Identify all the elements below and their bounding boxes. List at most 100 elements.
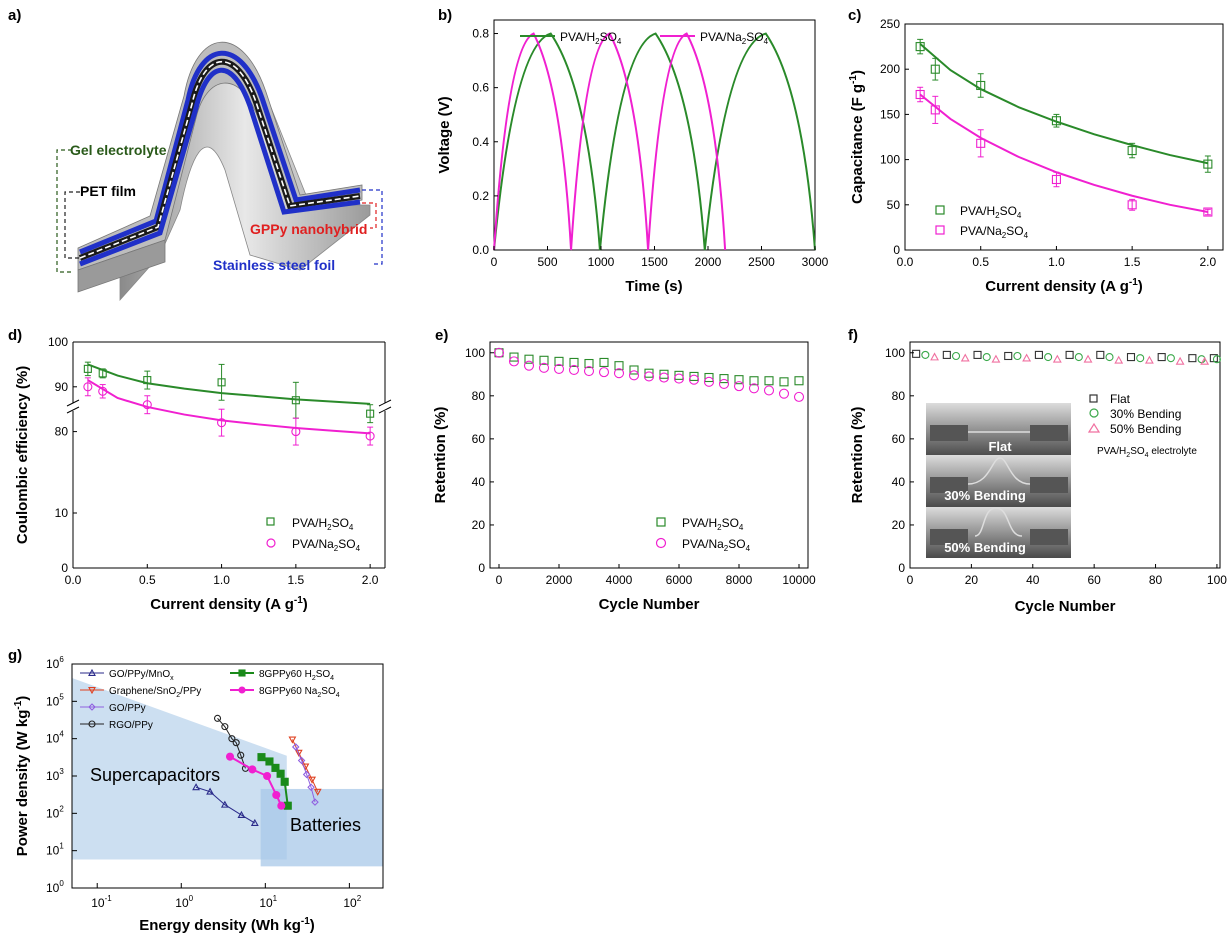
panel-f-label: f)	[848, 327, 858, 344]
data-point-na2so4	[508, 356, 520, 367]
data-point-h2so4	[291, 396, 300, 405]
data-point-na2so4	[523, 360, 535, 371]
data-point-na2so4	[915, 89, 925, 100]
legend-marker-go-ppy	[88, 703, 96, 711]
device-base	[77, 239, 166, 293]
legend-f-bend30: 30% Bending	[1110, 407, 1181, 421]
data-point-na2so4	[718, 378, 730, 390]
pet-film-label: PET film	[80, 183, 136, 199]
d-ytick-label: 10	[55, 506, 69, 520]
e-xtick-label: 6000	[666, 573, 693, 587]
device-gel-layer	[79, 61, 361, 259]
data-point-bend30	[1044, 353, 1053, 362]
data-point-na2so4	[493, 347, 505, 358]
panel-c-marks	[915, 38, 1213, 217]
g-ytick-label: 101	[46, 842, 64, 858]
panel-c-ylabel: Capacitance (F g-1)	[848, 70, 866, 204]
data-point-flat	[1034, 350, 1043, 359]
panel-d-ticks: 0.0 0.5 1.0 1.5 2.0 0 10 80 90 100	[48, 335, 379, 587]
panel-b-marks	[493, 32, 816, 251]
f-xtick-label: 0	[907, 573, 914, 587]
gel-electrolyte-label: Gel electrolyte	[70, 142, 167, 158]
data-point-na2so4	[763, 385, 775, 396]
f-xtick-label: 100	[1207, 573, 1227, 587]
data-point-bend30	[1166, 354, 1175, 363]
e-xtick-label: 8000	[726, 573, 753, 587]
legend-f-bend50: 50% Bending	[1110, 422, 1181, 436]
data-point-gppy-h2so4	[265, 757, 274, 766]
e-ytick-label: 20	[472, 518, 486, 532]
d-xtick-label: 1.5	[288, 573, 305, 587]
e-ytick-label: 80	[472, 389, 486, 403]
legend-marker-d-na2so4	[266, 538, 276, 548]
c-ytick-label: 50	[887, 198, 901, 212]
data-point-gppy-na2so4	[263, 771, 272, 781]
data-point-gppy-na2so4	[272, 790, 281, 800]
data-point-na2so4	[748, 383, 760, 394]
device-foil-layer	[79, 50, 361, 255]
legend-marker-bend50	[1087, 422, 1101, 433]
data-point-bend50	[1022, 353, 1032, 362]
b-xtick-label: 2000	[695, 255, 722, 269]
legend-c-h2so4: PVA/H2SO4	[960, 204, 1022, 220]
panel-f-ticks: 0 20 40 60 80 100 0 20 40 60 80 100	[885, 346, 1227, 587]
data-point-flat	[1096, 350, 1105, 359]
panel-e-ylabel: Retention (%)	[432, 407, 449, 504]
panel-b-gcd-chart: b) 0 500 1000 1500 2000 2500 30000.00.20.40.60…	[436, 7, 829, 295]
panel-e-ticks: 0 2000 4000 6000 8000 10000 0 20 40 60 80 100	[465, 346, 816, 587]
panel-c-frame	[904, 23, 1224, 251]
f-xtick-label: 20	[965, 573, 979, 587]
region-label-supercapacitors: Supercapacitors	[90, 765, 220, 785]
data-point-gppy-na2so4	[277, 801, 286, 810]
f-xtick-label: 40	[1026, 573, 1040, 587]
b-xtick-label: 1000	[588, 255, 615, 269]
legend-marker-gppy-h2so4	[238, 669, 246, 677]
legend-marker-gppy-na2so4	[238, 686, 246, 694]
panel-e-label: e)	[435, 327, 448, 344]
f-ytick-label: 20	[892, 518, 906, 532]
data-point-h2so4	[143, 376, 152, 385]
panel-f-ylabel: Retention (%)	[849, 407, 866, 504]
legend-d-na2so4: PVA/Na2SO4	[292, 537, 361, 553]
data-point-flat	[1157, 353, 1166, 362]
legend-f-flat: Flat	[1110, 392, 1131, 406]
data-point-rgo-ppy	[232, 739, 240, 747]
data-point-graphene-sno2-ppy	[308, 776, 317, 784]
panel-d-frame	[66, 341, 392, 569]
legend-d-h2so4: PVA/H2SO4	[292, 516, 354, 532]
data-point-na2so4	[1127, 200, 1137, 210]
data-point-gppy-na2so4	[225, 752, 235, 761]
clamp-right-2	[1030, 477, 1068, 493]
data-point-na2so4	[688, 374, 700, 385]
legend-marker-rgo-ppy	[88, 720, 96, 728]
panel-e-cycling-chart: e) 0 2000 4000 6000 8000 10000 0 20 40 60 80 100 Cy…	[432, 327, 816, 613]
data-point-na2so4	[538, 362, 550, 373]
panel-e-xlabel: Cycle Number	[599, 596, 700, 613]
panel-d-marks	[83, 361, 375, 446]
data-point-na2so4	[217, 418, 227, 428]
e-ytick-label: 0	[478, 561, 485, 575]
data-point-na2so4	[98, 386, 108, 396]
panel-f-marks	[912, 349, 1221, 365]
d-xtick-label: 2.0	[362, 573, 379, 587]
data-point-na2so4	[930, 105, 940, 115]
data-point-h2so4	[366, 409, 375, 418]
data-point-gppy-na2so4	[248, 765, 257, 774]
sample-bend30	[967, 457, 1031, 485]
data-point-h2so4	[524, 354, 534, 364]
data-point-na2so4	[976, 138, 986, 148]
panel-c-label: c)	[848, 7, 861, 24]
data-point-h2so4	[689, 371, 699, 381]
legend-e-na2so4: PVA/Na2SO4	[682, 537, 751, 553]
legend-marker-bend30	[1089, 408, 1099, 418]
data-point-h2so4	[930, 64, 940, 74]
data-point-h2so4	[1051, 116, 1061, 126]
data-point-h2so4	[539, 355, 549, 365]
c-ytick-label: 250	[880, 17, 900, 31]
panel-b-ylabel: Voltage (V)	[436, 96, 453, 173]
legend-marker-c-h2so4	[935, 205, 945, 215]
clamp-left-2	[930, 477, 968, 493]
data-point-h2so4	[554, 356, 564, 366]
photo-label-flat: Flat	[988, 439, 1012, 454]
data-point-na2so4	[628, 370, 640, 381]
